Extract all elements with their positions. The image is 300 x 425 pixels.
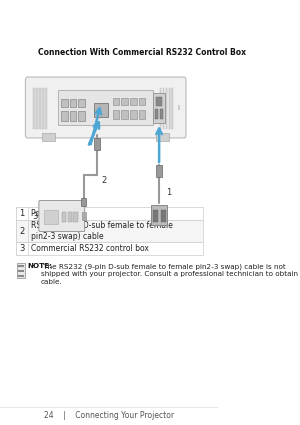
Bar <box>155 109 158 119</box>
Bar <box>121 98 128 105</box>
Text: RS232 (9-pin D-sub female to female
pin2-3 swap) cable: RS232 (9-pin D-sub female to female pin2… <box>31 221 172 241</box>
Bar <box>45 88 46 129</box>
Bar <box>163 88 164 129</box>
Text: 3: 3 <box>33 212 38 221</box>
Bar <box>160 109 164 119</box>
Bar <box>130 110 136 119</box>
Bar <box>30 83 186 138</box>
FancyBboxPatch shape <box>26 77 186 138</box>
Bar <box>79 99 85 107</box>
Bar <box>61 111 68 121</box>
Text: i: i <box>177 105 179 110</box>
Bar <box>16 242 203 255</box>
FancyBboxPatch shape <box>39 201 85 232</box>
Text: The RS232 (9-pin D-sub female to female pin2-3 swap) cable is not
shipped with y: The RS232 (9-pin D-sub female to female … <box>41 263 300 285</box>
Bar <box>62 212 66 222</box>
Bar <box>42 88 44 129</box>
Bar <box>18 265 24 267</box>
Bar <box>156 97 162 106</box>
Bar <box>16 220 28 242</box>
Bar <box>79 111 85 121</box>
Text: 1: 1 <box>19 209 24 218</box>
Bar <box>139 110 145 119</box>
Bar <box>166 88 167 129</box>
Bar <box>58 90 153 125</box>
Bar <box>68 212 72 222</box>
Bar <box>160 210 166 222</box>
Bar <box>172 88 173 129</box>
Bar <box>70 99 76 107</box>
Text: Power cord: Power cord <box>31 209 73 218</box>
Bar <box>17 263 26 278</box>
Bar <box>94 103 107 117</box>
Bar <box>156 165 162 177</box>
Bar <box>112 98 119 105</box>
Text: 2: 2 <box>101 176 106 185</box>
Bar <box>16 207 203 220</box>
Bar <box>169 88 170 129</box>
Bar <box>18 275 24 277</box>
Text: 2: 2 <box>19 227 24 235</box>
Bar <box>16 220 203 242</box>
Bar <box>153 93 165 123</box>
Bar <box>44 210 58 224</box>
Bar <box>39 88 41 129</box>
Bar <box>139 98 145 105</box>
Bar <box>70 111 76 121</box>
Bar <box>33 88 35 129</box>
Bar <box>36 88 38 129</box>
Bar <box>81 198 86 206</box>
Text: 3: 3 <box>19 244 25 253</box>
Bar <box>18 270 24 272</box>
Bar <box>61 99 68 107</box>
Bar <box>160 88 161 129</box>
Bar <box>121 110 128 119</box>
Bar <box>42 133 55 141</box>
Bar <box>156 133 169 141</box>
Bar <box>16 242 28 255</box>
Text: 24    |    Connecting Your Projector: 24 | Connecting Your Projector <box>44 411 174 420</box>
Text: Connection With Commercial RS232 Control Box: Connection With Commercial RS232 Control… <box>38 48 246 57</box>
Bar <box>153 210 158 222</box>
Bar <box>16 207 28 220</box>
Bar <box>41 204 85 232</box>
Bar <box>94 138 100 150</box>
Bar <box>74 212 78 222</box>
Bar <box>112 110 119 119</box>
Text: Commercial RS232 control box: Commercial RS232 control box <box>31 244 148 253</box>
Text: NOTE:: NOTE: <box>28 263 52 269</box>
Bar <box>130 98 136 105</box>
Bar <box>82 212 86 220</box>
Bar <box>151 205 167 225</box>
Text: 1: 1 <box>167 188 172 197</box>
